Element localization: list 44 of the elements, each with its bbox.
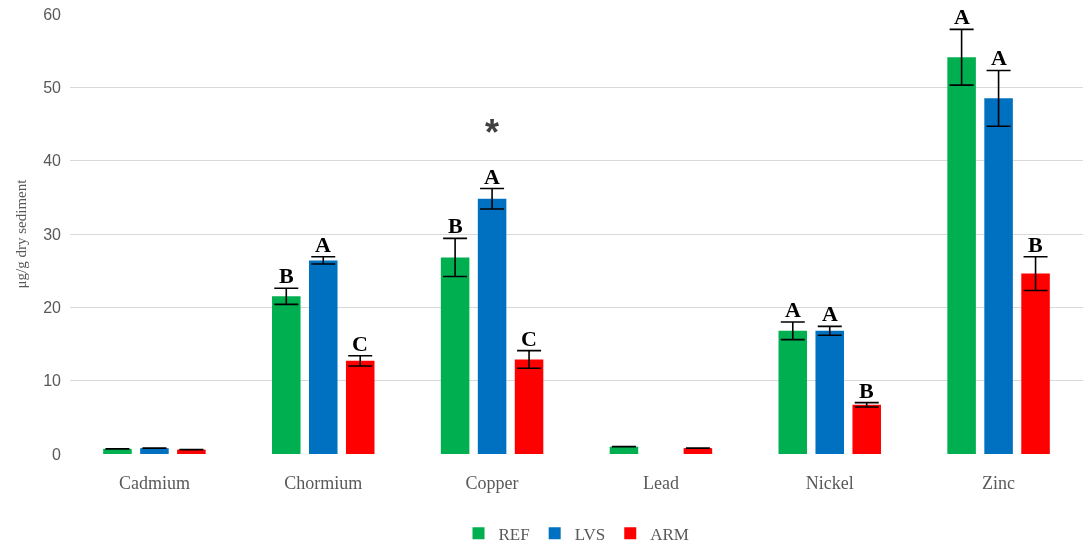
data-label: B: [859, 378, 874, 403]
legend-label: REF: [498, 524, 530, 544]
bar: [140, 448, 169, 454]
y-tick-label: 40: [43, 152, 62, 170]
data-label: C: [521, 326, 537, 351]
bar: [345, 360, 375, 454]
bar: [514, 359, 544, 454]
data-label: A: [785, 297, 801, 322]
y-tick-label: 50: [43, 78, 62, 96]
bar: [440, 257, 470, 454]
bar: [477, 198, 507, 454]
data-label: A: [954, 4, 970, 29]
data-label: B: [448, 213, 463, 238]
y-tick-label: 10: [43, 372, 62, 390]
y-tick-label: 20: [43, 298, 62, 316]
annotation: *: [485, 112, 500, 153]
bar: [852, 404, 881, 454]
legend-label: ARM: [650, 524, 689, 544]
bar: [308, 260, 338, 454]
x-tick-label: Chormium: [284, 473, 363, 493]
bar: [947, 57, 976, 454]
legend-label: LVS: [574, 524, 606, 544]
x-tick-label: Nickel: [805, 473, 854, 493]
bar: [815, 330, 845, 454]
data-label: A: [484, 164, 500, 189]
x-tick-label: Cadmium: [118, 473, 190, 493]
data-label: A: [822, 301, 838, 326]
x-tick-label: Lead: [642, 473, 679, 493]
y-tick-label: 30: [43, 225, 62, 243]
y-tick-label: 0: [52, 445, 62, 463]
data-label: C: [352, 331, 368, 356]
bar: [984, 98, 1013, 454]
y-tick-label: 60: [43, 5, 62, 23]
data-label: B: [1028, 232, 1043, 257]
x-tick-label: Zinc: [982, 473, 1016, 493]
x-tick-label: Copper: [465, 473, 519, 493]
data-label: A: [991, 45, 1007, 70]
data-label: B: [279, 263, 294, 288]
bar: [778, 330, 808, 454]
bar: [1021, 273, 1050, 454]
y-axis-title: μg/g dry sediment: [13, 178, 30, 289]
bar: [609, 446, 639, 454]
data-label: A: [315, 232, 331, 257]
bar: [272, 296, 301, 454]
